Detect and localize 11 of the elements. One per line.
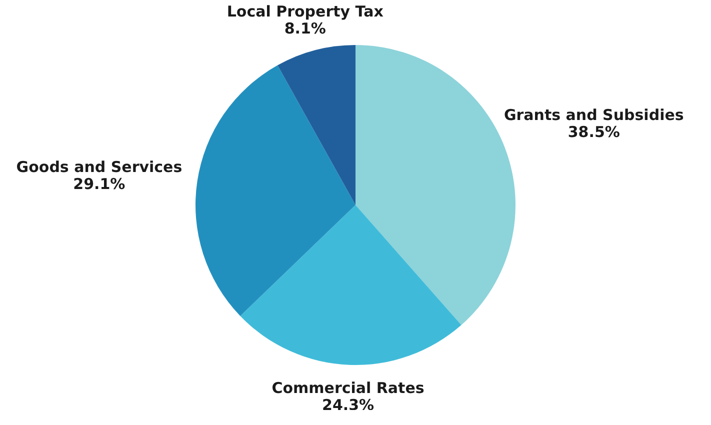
- pie-slice: [278, 45, 356, 205]
- pie-slice: [240, 205, 462, 365]
- data-label: 8.1%: [284, 19, 326, 38]
- slice-label: Grants and Subsidies: [504, 106, 684, 124]
- data-label: 24.3%: [322, 396, 374, 414]
- data-label: 29.1%: [73, 174, 126, 193]
- slice-label: Goods and Services: [16, 158, 182, 176]
- slice-label: Commercial Rates: [272, 379, 424, 398]
- data-label: 38.5%: [568, 122, 620, 141]
- slice-label: Local Property Tax: [226, 2, 384, 20]
- pie-slice: [196, 65, 356, 316]
